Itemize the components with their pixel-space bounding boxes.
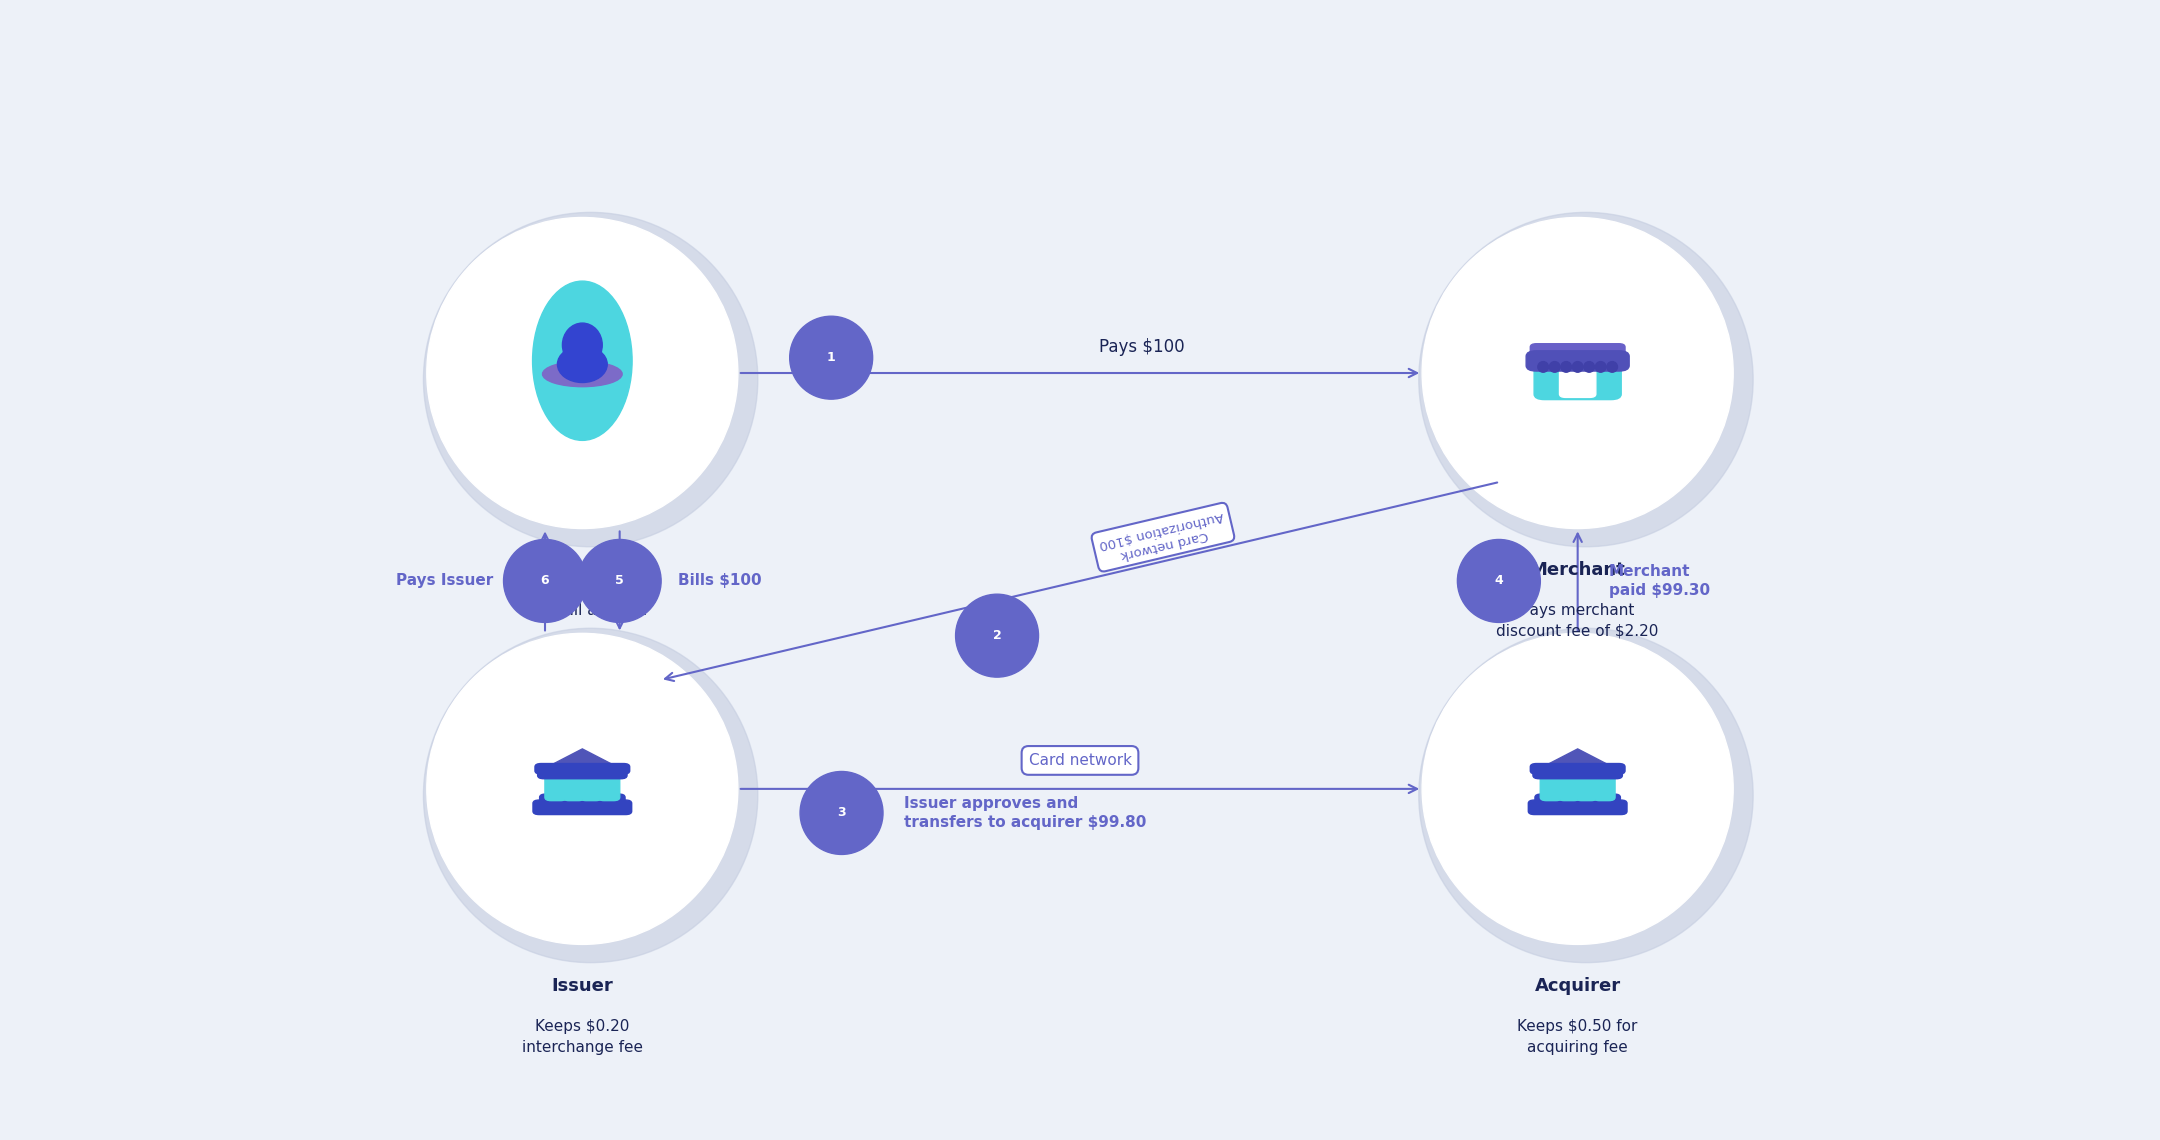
Text: 2: 2 [994, 629, 1002, 642]
Ellipse shape [955, 594, 1039, 677]
Text: Merchant
paid $99.30: Merchant paid $99.30 [1609, 563, 1711, 598]
Text: 1: 1 [827, 351, 836, 364]
Ellipse shape [1458, 539, 1540, 622]
FancyBboxPatch shape [581, 772, 603, 800]
FancyBboxPatch shape [1594, 772, 1616, 800]
Ellipse shape [1562, 361, 1572, 373]
Polygon shape [1538, 749, 1618, 770]
FancyBboxPatch shape [598, 772, 620, 800]
Text: Pays full amount: Pays full amount [518, 603, 646, 618]
FancyBboxPatch shape [538, 766, 626, 779]
Text: Card network: Card network [1028, 752, 1132, 768]
Text: Acquirer: Acquirer [1534, 977, 1620, 995]
FancyBboxPatch shape [544, 772, 566, 800]
Ellipse shape [534, 282, 633, 440]
Ellipse shape [1421, 634, 1732, 944]
Text: Keeps $0.20
interchange fee: Keeps $0.20 interchange fee [523, 1019, 644, 1054]
Ellipse shape [557, 347, 607, 383]
Ellipse shape [1549, 361, 1560, 373]
Ellipse shape [1419, 628, 1754, 962]
FancyBboxPatch shape [1531, 348, 1624, 364]
Ellipse shape [579, 539, 661, 622]
Ellipse shape [503, 539, 588, 622]
Ellipse shape [1419, 212, 1754, 547]
Ellipse shape [562, 323, 603, 367]
Text: 3: 3 [838, 806, 847, 820]
Text: 5: 5 [616, 575, 624, 587]
FancyBboxPatch shape [1557, 772, 1579, 800]
FancyBboxPatch shape [536, 764, 631, 774]
FancyBboxPatch shape [1536, 795, 1620, 807]
FancyBboxPatch shape [1529, 800, 1626, 815]
FancyBboxPatch shape [534, 800, 631, 815]
Polygon shape [542, 749, 622, 770]
FancyBboxPatch shape [1534, 355, 1622, 400]
Text: Issuer: Issuer [551, 977, 613, 995]
Ellipse shape [1596, 361, 1607, 373]
Text: Pays Issuer: Pays Issuer [395, 573, 492, 588]
FancyBboxPatch shape [540, 795, 624, 807]
Ellipse shape [423, 212, 758, 547]
Ellipse shape [542, 361, 622, 386]
Ellipse shape [1607, 361, 1618, 373]
Ellipse shape [1421, 218, 1732, 529]
FancyBboxPatch shape [564, 772, 585, 800]
Ellipse shape [1538, 361, 1549, 373]
Text: Card network
Authorization $100: Card network Authorization $100 [1097, 508, 1229, 565]
Text: Bills $100: Bills $100 [678, 573, 760, 588]
FancyBboxPatch shape [1575, 772, 1596, 800]
Text: Cardholder: Cardholder [527, 561, 637, 579]
Text: 4: 4 [1495, 575, 1503, 587]
Ellipse shape [791, 316, 873, 399]
Ellipse shape [428, 218, 739, 529]
Text: Keeps $0.50 for
acquiring fee: Keeps $0.50 for acquiring fee [1518, 1019, 1637, 1054]
Ellipse shape [799, 772, 883, 854]
Text: 6: 6 [540, 575, 549, 587]
Text: Merchant: Merchant [1529, 561, 1626, 579]
FancyBboxPatch shape [1560, 369, 1596, 398]
FancyBboxPatch shape [1529, 344, 1624, 356]
Text: Pays merchant
discount fee of $2.20: Pays merchant discount fee of $2.20 [1497, 603, 1659, 638]
FancyBboxPatch shape [1534, 766, 1622, 779]
Ellipse shape [1583, 361, 1594, 373]
Ellipse shape [1572, 361, 1583, 373]
Text: Issuer approves and
transfers to acquirer $99.80: Issuer approves and transfers to acquire… [903, 796, 1147, 830]
Ellipse shape [423, 628, 758, 962]
Text: Pays $100: Pays $100 [1099, 337, 1186, 356]
FancyBboxPatch shape [1527, 351, 1629, 370]
FancyBboxPatch shape [1540, 772, 1562, 800]
Ellipse shape [428, 634, 739, 944]
FancyBboxPatch shape [1529, 764, 1624, 774]
